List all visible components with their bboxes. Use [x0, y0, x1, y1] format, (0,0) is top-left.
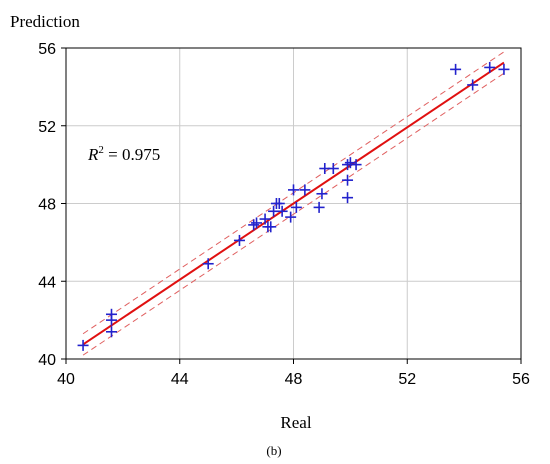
- x-tick-label: 40: [57, 371, 75, 388]
- data-point: [327, 163, 339, 175]
- x-ticks: 40 44 48 52 56: [57, 359, 530, 388]
- data-point: [350, 159, 362, 171]
- data-point: [344, 157, 356, 169]
- data-point: [106, 326, 117, 338]
- x-tick-label: 52: [398, 371, 416, 388]
- data-point: [77, 339, 89, 351]
- y-axis-label: Prediction: [10, 12, 80, 31]
- data-point: [276, 205, 288, 217]
- fit-line: [82, 61, 505, 346]
- x-tick-label: 44: [171, 371, 189, 388]
- data-point: [233, 234, 245, 246]
- data-point: [248, 219, 260, 231]
- data-point: [106, 314, 117, 326]
- y-ticks: 40 44 48 52 56: [38, 41, 66, 369]
- data-point: [259, 213, 271, 225]
- data-point: [313, 201, 325, 213]
- data-point: [299, 184, 311, 196]
- y-tick-label: 52: [38, 119, 56, 136]
- data-point: [467, 79, 479, 91]
- data-point: [316, 188, 328, 200]
- data-point: [202, 258, 214, 270]
- data-point: [484, 61, 496, 73]
- data-point: [273, 198, 285, 209]
- r-squared-value: = 0.975: [104, 145, 160, 164]
- r-squared-annotation: R2 = 0.975: [87, 144, 160, 164]
- x-tick-label: 48: [285, 371, 303, 388]
- data-point: [285, 211, 297, 223]
- data-point: [342, 192, 354, 204]
- y-tick-label: 56: [38, 41, 56, 58]
- data-points: [77, 61, 510, 351]
- y-tick-label: 48: [38, 197, 56, 214]
- confidence-band-lower: [82, 72, 505, 356]
- r-squared-superscript: 2: [98, 144, 104, 156]
- y-tick-label: 40: [38, 352, 56, 369]
- data-point: [288, 184, 299, 196]
- data-point: [265, 221, 277, 233]
- data-point: [290, 201, 302, 213]
- figure-caption: (b): [266, 443, 281, 458]
- y-tick-label: 44: [38, 274, 56, 291]
- x-axis-label: Real: [280, 413, 311, 432]
- x-tick-label: 56: [512, 371, 530, 388]
- r-squared-symbol: R: [87, 145, 99, 164]
- data-point: [498, 63, 510, 75]
- data-point: [450, 63, 462, 75]
- data-point: [342, 174, 354, 186]
- data-point: [251, 217, 263, 229]
